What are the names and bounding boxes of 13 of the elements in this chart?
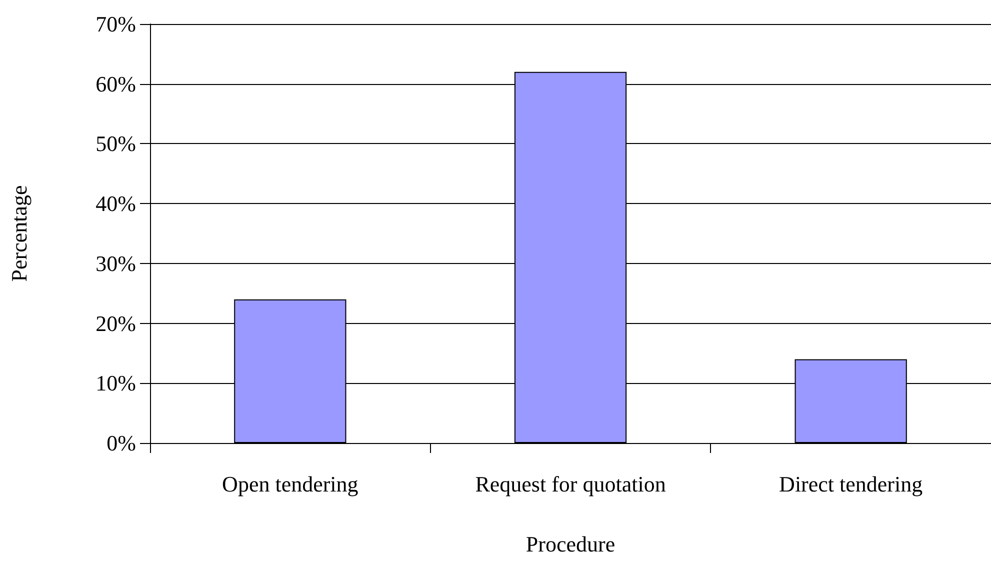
y-tick-label: 70%	[96, 12, 136, 36]
x-tick-label: Open tendering	[222, 472, 358, 496]
y-axis-title: Percentage	[6, 185, 32, 282]
y-tick-label: 0%	[106, 430, 136, 456]
y-tick-label: 40%	[96, 191, 136, 216]
y-tick-label: 10%	[96, 370, 136, 396]
x-tick-label: Request for quotation	[475, 472, 666, 496]
y-tick-label: 60%	[96, 71, 136, 96]
y-tick-label: 20%	[96, 310, 136, 336]
x-tick-label: Direct tendering	[779, 472, 923, 496]
y-tick-label: 50%	[96, 131, 136, 156]
y-tick-label: 30%	[96, 250, 136, 276]
x-axis-title: Procedure	[526, 532, 616, 556]
